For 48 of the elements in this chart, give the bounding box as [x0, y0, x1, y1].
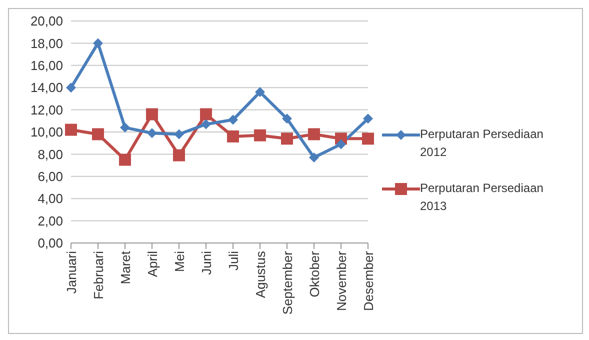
- x-tick-label: September: [280, 250, 296, 315]
- x-tick-label: Januari: [64, 250, 80, 294]
- y-tick-label: 10,00: [30, 124, 63, 140]
- y-tick-label: 14,00: [30, 80, 63, 96]
- point: [65, 124, 77, 136]
- x-tick-label: Oktober: [307, 250, 322, 298]
- x-tick-label: Mei: [172, 250, 188, 272]
- x-tick-label: Maret: [118, 250, 134, 284]
- point: [282, 114, 292, 124]
- y-tick-label: 0,00: [38, 236, 63, 251]
- x-tick-label: Desember: [361, 250, 376, 311]
- point: [173, 149, 185, 162]
- x-tick-label: Juli: [226, 250, 242, 271]
- y-tick-label: 12,00: [30, 102, 63, 118]
- point: [120, 122, 130, 133]
- point: [119, 154, 131, 166]
- y-tick-label: 18,00: [30, 36, 63, 51]
- point: [308, 128, 320, 140]
- x-tick-label: Juni: [199, 250, 214, 275]
- x-tick-label: November: [334, 250, 350, 311]
- point: [309, 152, 319, 163]
- point: [228, 114, 238, 125]
- point: [281, 132, 293, 145]
- legend-label: Perputaran Persediaan 2012: [420, 126, 544, 161]
- y-tick-label: 16,00: [30, 58, 63, 74]
- point: [255, 87, 265, 98]
- point: [92, 128, 104, 140]
- point: [362, 132, 374, 145]
- x-tick-label: Agustus: [253, 250, 268, 298]
- point: [147, 128, 157, 138]
- y-tick-label: 4,00: [38, 191, 63, 206]
- point: [174, 129, 184, 140]
- x-tick-label: Februari: [91, 250, 106, 300]
- point: [201, 119, 211, 130]
- point: [227, 130, 239, 142]
- point: [200, 108, 212, 120]
- point: [66, 82, 76, 93]
- x-tick-label: April: [145, 250, 160, 278]
- point: [146, 108, 158, 120]
- y-tick-label: 20,00: [30, 14, 63, 29]
- y-tick-label: 8,00: [38, 146, 63, 162]
- y-tick-label: 6,00: [38, 169, 63, 184]
- legend-label: Perputaran Persediaan 2013: [420, 180, 544, 215]
- point: [363, 114, 373, 124]
- point: [93, 38, 103, 48]
- y-tick-label: 2,00: [38, 213, 63, 228]
- point: [336, 139, 346, 150]
- point: [254, 129, 266, 142]
